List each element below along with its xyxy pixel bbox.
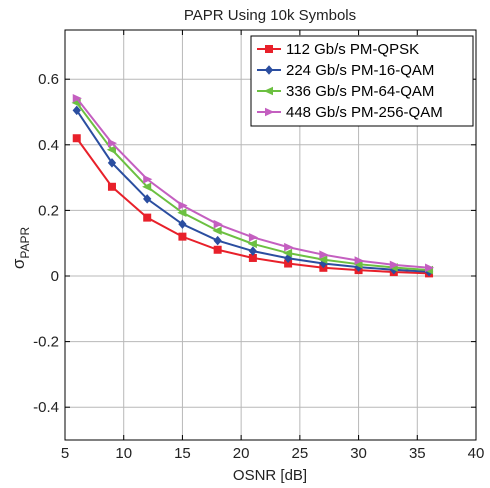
- x-tick-label: 40: [468, 445, 485, 462]
- legend-label: 112 Gb/s PM-QPSK: [286, 41, 419, 58]
- legend: 112 Gb/s PM-QPSK 224 Gb/s PM-16-QAM 336 Gb…: [250, 35, 474, 127]
- y-axis-label: σPAPR: [9, 227, 32, 270]
- data-point: [283, 253, 293, 264]
- series-3: [71, 98, 434, 275]
- data-point: [213, 235, 222, 246]
- x-tick-label: 35: [409, 445, 426, 462]
- data-point: [72, 134, 81, 143]
- data-point: [282, 248, 293, 258]
- x-tick-label: 20: [233, 445, 250, 462]
- legend-label: 224 Gb/s PM-16-QAM: [286, 62, 434, 79]
- data-point: [142, 182, 152, 192]
- data-point: [72, 93, 82, 103]
- data-point: [143, 213, 152, 222]
- legend-label: 448 Gb/s PM-256-QAM: [286, 104, 443, 121]
- data-point: [213, 245, 222, 254]
- x-axis-label: OSNR [dB]: [233, 467, 307, 484]
- data-point: [284, 242, 294, 252]
- data-point: [107, 182, 116, 191]
- data-point: [213, 219, 223, 229]
- data-point: [248, 233, 259, 242]
- data-point: [425, 263, 435, 273]
- data-point: [177, 208, 187, 217]
- data-point: [263, 86, 273, 96]
- data-point: [247, 239, 257, 249]
- y-tick-label: -0.4: [33, 399, 59, 416]
- data-point: [319, 250, 329, 259]
- data-point: [143, 194, 152, 204]
- legend-item: 224 Gb/s PM-16-QAM: [257, 62, 434, 79]
- series-4: [72, 93, 435, 273]
- y-axis-label-main: σ: [9, 258, 28, 269]
- plot-area-frame: [64, 29, 477, 441]
- data-point: [318, 255, 328, 264]
- y-tick-label: 0.6: [38, 71, 59, 88]
- data-point: [265, 45, 273, 53]
- series-layer: [71, 93, 435, 278]
- y-tick-label: -0.2: [33, 334, 59, 351]
- chart-title: PAPR Using 10k Symbols: [184, 7, 356, 24]
- data-point: [264, 65, 274, 75]
- data-point: [178, 219, 187, 229]
- y-axis-label-subscript: PAPR: [18, 227, 32, 259]
- data-point: [107, 158, 117, 168]
- data-point: [265, 107, 275, 117]
- series-2: [72, 105, 434, 277]
- legend-item: 112 Gb/s PM-QPSK: [257, 41, 419, 58]
- data-point: [106, 145, 116, 155]
- data-point: [72, 105, 81, 116]
- y-tick-label: 0.4: [38, 137, 59, 154]
- x-tick-label: 25: [292, 445, 309, 462]
- legend-item: 336 Gb/s PM-64-QAM: [257, 83, 434, 100]
- data-point: [354, 256, 364, 265]
- y-tick-label: 0: [51, 268, 59, 285]
- data-point: [178, 201, 188, 210]
- data-point: [178, 232, 187, 241]
- legend-item: 448 Gb/s PM-256-QAM: [257, 104, 443, 121]
- y-tick-label: 0.2: [38, 202, 59, 219]
- x-tick-label: 30: [350, 445, 367, 462]
- legend-box: [250, 35, 474, 127]
- data-point: [143, 174, 153, 184]
- axis-ticks: 5 10 15 20 25 30 35 40 -0.4 -0.2 0 0.2 0.4 0.6: [33, 30, 484, 462]
- legend-label: 336 Gb/s PM-64-QAM: [286, 83, 434, 100]
- data-point: [107, 138, 118, 148]
- data-point: [248, 246, 258, 256]
- x-tick-label: 10: [115, 445, 132, 462]
- x-tick-label: 15: [174, 445, 191, 462]
- x-tick-label: 5: [61, 445, 69, 462]
- data-point: [389, 260, 399, 270]
- data-point: [212, 226, 222, 236]
